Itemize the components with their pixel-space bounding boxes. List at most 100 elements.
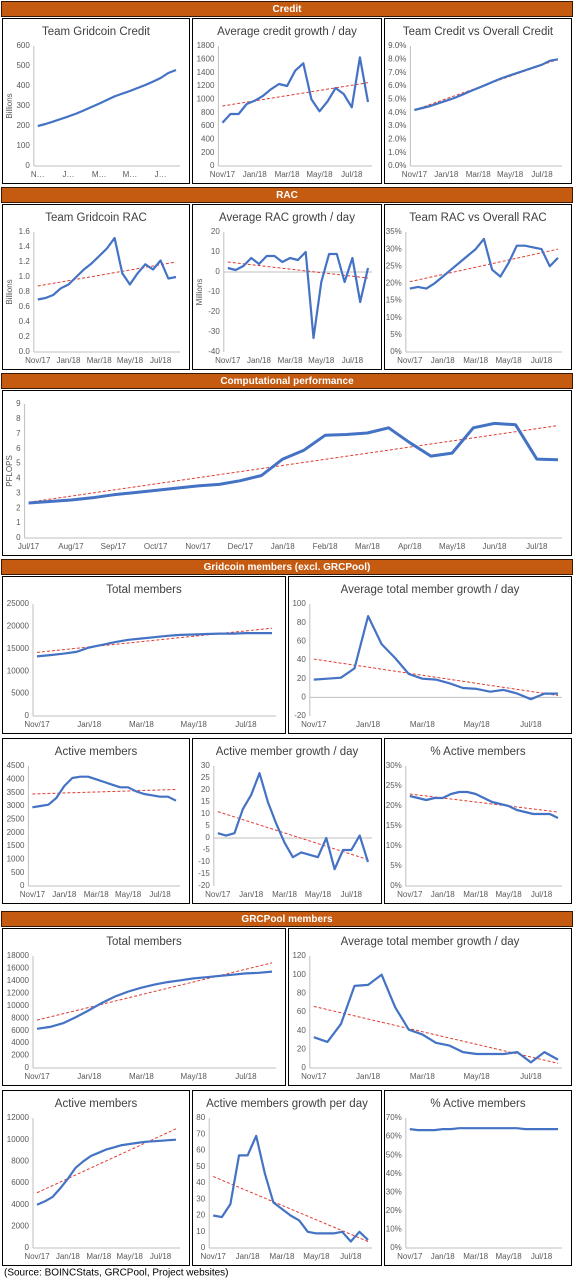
x-tick-label: Oct/17 (144, 542, 168, 551)
x-tick-label: Jan/18 (431, 890, 456, 899)
x-tick-label: May/18 (463, 720, 490, 729)
y-tick-label: 40 (196, 1178, 205, 1187)
y-tick-label: 30% (386, 761, 402, 770)
x-tick-label: Jul/18 (520, 720, 542, 729)
x-tick-label: Nov/17 (301, 720, 327, 729)
y-tick-label: 0 (25, 161, 30, 170)
y-tick-label: 0% (390, 1243, 402, 1252)
x-tick-label: M… (123, 170, 138, 179)
y-tick-label: 1000 (197, 94, 215, 103)
section-title: RAC (276, 190, 298, 201)
y-tick-label: -40 (208, 347, 220, 356)
x-tick-label: Jan/18 (431, 1252, 456, 1261)
y-axis-label: Millions (195, 279, 204, 306)
y-tick-label: 20% (386, 279, 402, 288)
y-tick-label: 0 (25, 1063, 30, 1072)
data-line (36, 632, 272, 658)
y-tick-label: 0.8 (19, 287, 31, 296)
chart-title: Average total member growth / day (341, 936, 520, 948)
y-axis-label: Billions (5, 93, 14, 118)
y-tick-label: 50 (196, 1162, 205, 1171)
x-tick-label: May/18 (117, 1252, 144, 1261)
y-tick-label: 4000 (11, 1200, 29, 1209)
y-tick-label: 10 (211, 247, 220, 256)
chart-title: Team Credit vs Overall Credit (403, 26, 554, 38)
chart-title: Active members (55, 1098, 138, 1110)
x-tick-label: Jan/18 (56, 1252, 81, 1261)
x-tick-label: Jan/18 (56, 356, 81, 365)
x-tick-label: Mar/18 (270, 1252, 295, 1261)
y-tick-label: 120 (292, 951, 306, 960)
data-line (409, 237, 559, 290)
y-tick-label: 0 (205, 833, 210, 842)
y-tick-label: 10000 (7, 666, 30, 675)
y-tick-label: -20 (294, 711, 306, 720)
y-tick-label: 8000 (11, 1013, 29, 1022)
panel (288, 928, 572, 1086)
x-tick-label: Mar/18 (463, 356, 488, 365)
y-tick-label: 4000 (11, 1038, 29, 1047)
x-tick-label: Jul/18 (531, 1252, 553, 1261)
y-tick-label: 12000 (7, 1113, 30, 1122)
y-tick-label: 10% (386, 313, 402, 322)
x-tick-label: Nov/17 (25, 356, 51, 365)
y-tick-label: 0 (25, 711, 30, 720)
y-tick-label: -20 (208, 307, 220, 316)
y-tick-label: 80 (297, 618, 306, 627)
data-line (414, 58, 559, 112)
trend-line (37, 261, 177, 287)
chart-title: % Active members (430, 1098, 525, 1110)
y-tick-label: 40 (297, 1026, 306, 1035)
y-tick-label: 3.0% (388, 121, 406, 130)
y-tick-label: 10% (386, 1225, 402, 1234)
x-tick-label: Jul/18 (531, 890, 553, 899)
panel (192, 738, 382, 904)
y-tick-label: 35% (386, 227, 402, 236)
x-tick-label: Jul/18 (341, 890, 363, 899)
y-tick-label: 40 (297, 655, 306, 664)
y-tick-label: 15000 (7, 644, 30, 653)
x-tick-label: M… (92, 170, 107, 179)
y-tick-label: -20 (198, 881, 210, 890)
y-tick-label: 4000 (7, 774, 25, 783)
panel (384, 1090, 572, 1266)
trend-line (36, 962, 273, 1021)
data-line (212, 1134, 369, 1243)
y-tick-label: 8.0% (388, 54, 406, 63)
y-tick-label: 500 (11, 868, 25, 877)
x-tick-label: J… (63, 170, 75, 179)
y-tick-label: 5.0% (388, 94, 406, 103)
y-tick-label: 1000 (7, 854, 25, 863)
y-tick-label: 0 (301, 1063, 306, 1072)
x-tick-label: Jan/18 (239, 890, 264, 899)
x-tick-label: N… (31, 170, 45, 179)
y-tick-label: 0 (210, 161, 215, 170)
y-tick-label: 400 (16, 81, 30, 90)
y-tick-label: 9 (16, 399, 21, 408)
y-tick-label: 20% (386, 1206, 402, 1215)
chart-title: Total members (106, 584, 182, 596)
chart-title: Total members (106, 936, 182, 948)
x-tick-label: Feb/18 (313, 542, 338, 551)
y-tick-label: 5% (390, 861, 402, 870)
y-tick-label: 200 (201, 148, 215, 157)
y-tick-label: 12000 (7, 988, 30, 997)
y-tick-label: 8 (16, 414, 21, 423)
y-tick-label: 6000 (11, 1178, 29, 1187)
x-tick-label: Mar/18 (466, 170, 491, 179)
y-tick-label: 15% (386, 296, 402, 305)
x-tick-label: May/18 (497, 170, 524, 179)
y-tick-label: 80 (196, 1113, 205, 1122)
x-tick-label: Sep/17 (101, 542, 127, 551)
x-tick-label: Jan/18 (236, 1252, 261, 1261)
x-tick-label: Nov/17 (185, 542, 211, 551)
x-tick-label: Jul/17 (18, 542, 40, 551)
y-tick-label: 40% (386, 1169, 402, 1178)
y-tick-label: 25 (201, 773, 210, 782)
x-tick-label: Nov/17 (397, 1252, 423, 1261)
x-tick-label: Mar/18 (278, 356, 303, 365)
y-tick-label: 0 (25, 1243, 30, 1252)
y-tick-label: 0 (301, 692, 306, 701)
x-tick-label: May/18 (117, 356, 144, 365)
x-tick-label: May/18 (308, 356, 335, 365)
